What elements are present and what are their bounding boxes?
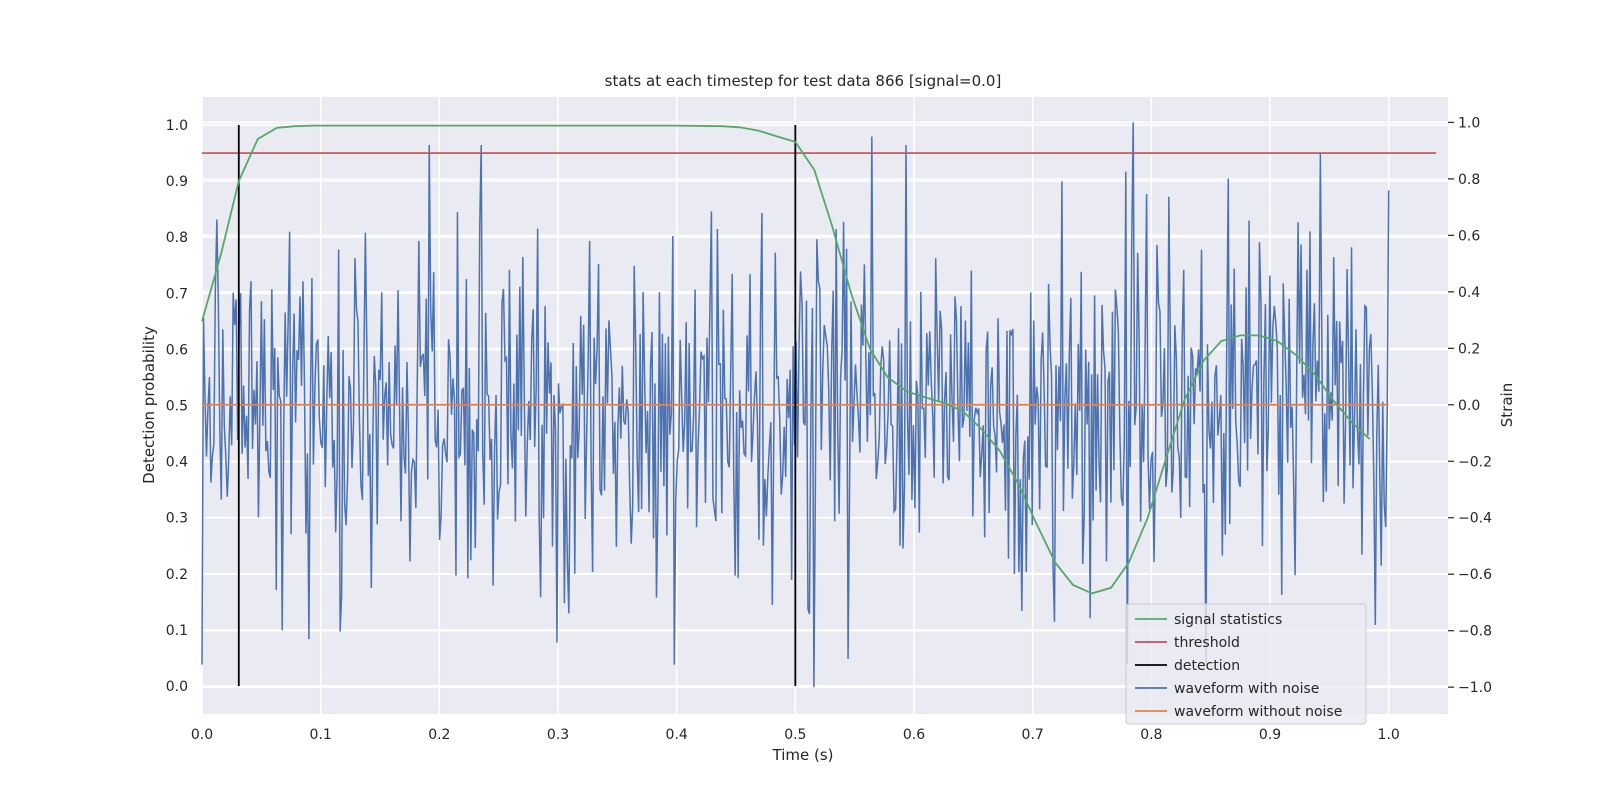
x-tick-label: 0.9 bbox=[1259, 727, 1281, 743]
right-tick-label: 1.0 bbox=[1458, 115, 1480, 131]
right-tick-label: 0.2 bbox=[1458, 341, 1480, 357]
x-tick-label: 0.3 bbox=[547, 727, 569, 743]
right-tick-label: −0.4 bbox=[1458, 511, 1492, 527]
left-tick-label: 0.8 bbox=[166, 230, 188, 246]
x-tick-label: 0.0 bbox=[191, 727, 213, 743]
x-tick-label: 0.1 bbox=[310, 727, 332, 743]
left-tick-label: 0.5 bbox=[166, 399, 188, 415]
left-tick-label: 0.3 bbox=[166, 511, 188, 527]
right-tick-label: −0.8 bbox=[1458, 624, 1492, 640]
x-tick-label: 0.6 bbox=[903, 727, 925, 743]
legend-label: detection bbox=[1174, 658, 1240, 674]
left-tick-label: 0.2 bbox=[166, 567, 188, 583]
legend-label: signal statistics bbox=[1174, 612, 1282, 628]
x-tick-label: 0.2 bbox=[428, 727, 450, 743]
left-tick-label: 0.1 bbox=[166, 623, 188, 639]
series-signal-statistics bbox=[201, 124, 1371, 595]
x-tick-label: 0.7 bbox=[1022, 727, 1044, 743]
x-tick-label: 1.0 bbox=[1378, 727, 1400, 743]
left-tick-label: 0.4 bbox=[166, 455, 188, 471]
right-tick-label: −0.6 bbox=[1458, 567, 1492, 583]
left-tick-label: 0.6 bbox=[166, 342, 188, 358]
right-axis-ticks: −1.0 −0.8 −0.6 −0.4 −0.2 0.0 0.2 0.4 0.6 0.8 1.0 bbox=[1448, 115, 1492, 696]
legend-box bbox=[1125, 603, 1367, 725]
right-tick-label: −1.0 bbox=[1458, 680, 1492, 696]
right-tick-label: 0.6 bbox=[1458, 228, 1480, 244]
legend-label: threshold bbox=[1174, 635, 1240, 651]
right-tick-label: −0.2 bbox=[1458, 454, 1492, 470]
legend-label: waveform with noise bbox=[1174, 681, 1319, 697]
x-tick-label: 0.8 bbox=[1140, 727, 1162, 743]
x-axis-ticks: 0.0 0.1 0.2 0.3 0.4 0.5 0.6 0.7 0.8 0.9 1.0 bbox=[191, 727, 1400, 743]
left-tick-label: 0.0 bbox=[166, 679, 188, 695]
left-tick-label: 0.9 bbox=[166, 174, 188, 190]
right-tick-label: 0.0 bbox=[1458, 398, 1480, 414]
x-axis-label: Time (s) bbox=[772, 746, 834, 764]
y-axis-label-right: Strain bbox=[1498, 383, 1516, 427]
left-tick-label: 0.7 bbox=[166, 286, 188, 302]
x-tick-label: 0.4 bbox=[666, 727, 688, 743]
legend: signal statistics threshold detection wavef… bbox=[1125, 603, 1367, 725]
legend-label: waveform without noise bbox=[1174, 704, 1342, 720]
x-tick-label: 0.5 bbox=[784, 727, 806, 743]
right-tick-label: 0.4 bbox=[1458, 285, 1480, 301]
left-axis-ticks: 0.0 0.1 0.2 0.3 0.4 0.5 0.6 0.7 0.8 0.9 1.0 bbox=[166, 118, 188, 695]
chart-title: stats at each timestep for test data 866… bbox=[605, 72, 1002, 90]
series-layer bbox=[201, 122, 1437, 688]
y-axis-label: Detection probability bbox=[140, 326, 158, 484]
left-tick-label: 1.0 bbox=[166, 118, 188, 134]
right-tick-label: 0.8 bbox=[1458, 172, 1480, 188]
